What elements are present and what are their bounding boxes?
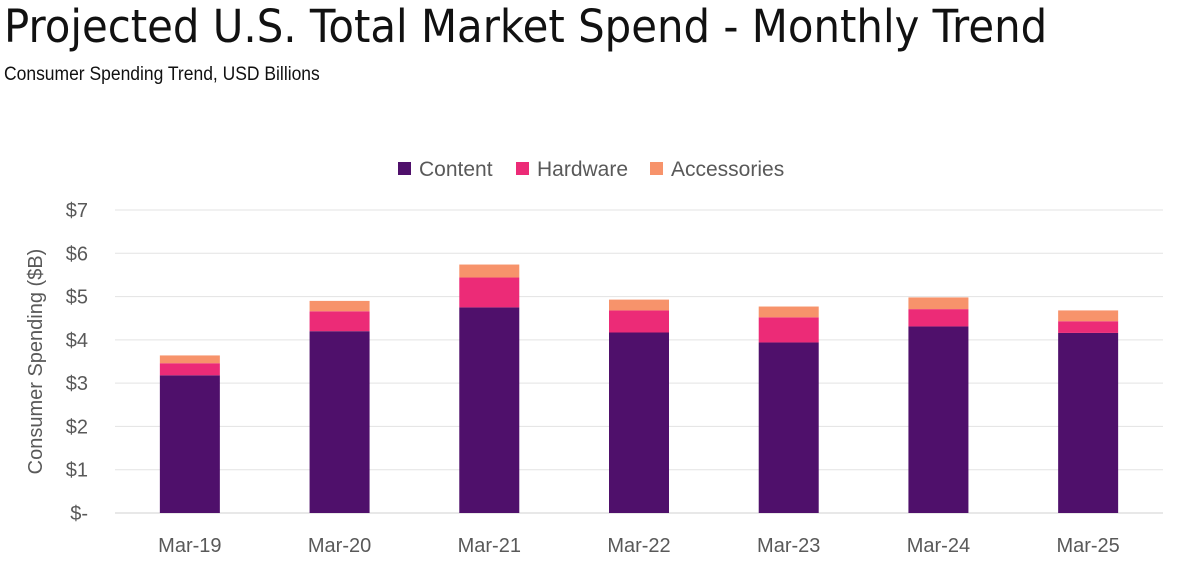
legend-swatch [398,162,411,175]
bar-accessories-mar-21 [459,264,520,278]
bar-content-mar-25 [1058,332,1119,513]
bar-accessories-mar-22 [609,299,669,311]
y-tick-label: $- [70,503,88,525]
bar-hardware-mar-22 [609,310,669,333]
y-tick-label: $6 [66,243,88,265]
bar-hardware-mar-25 [1058,321,1119,333]
bar-accessories-mar-24 [908,297,969,310]
legend-swatch [516,162,529,175]
bar-content-mar-20 [309,331,370,513]
x-tick-label: Mar-22 [607,535,670,557]
legend-label: Hardware [537,158,628,181]
legend-label: Content [419,158,493,181]
x-tick-label: Mar-23 [757,535,820,557]
legend-swatch [650,162,663,175]
x-tick-label: Mar-19 [158,535,221,557]
y-tick-label: $2 [66,416,88,438]
bar-content-mar-22 [609,332,669,513]
x-tick-label: Mar-20 [308,535,371,557]
y-tick-label: $3 [66,373,88,395]
y-tick-label: $4 [66,330,88,352]
bar-hardware-mar-23 [758,317,819,343]
x-tick-label: Mar-21 [458,535,521,557]
bar-content-mar-23 [758,342,819,513]
x-tick-label: Mar-24 [907,535,970,557]
y-tick-label: $7 [66,200,88,222]
page-title: Projected U.S. Total Market Spend - Mont… [4,0,1048,53]
x-tick-label: Mar-25 [1056,535,1119,557]
bar-content-mar-24 [908,326,969,513]
y-tick-label: $1 [66,460,88,482]
bar-content-mar-21 [459,307,520,513]
bar-accessories-mar-25 [1058,310,1119,322]
y-tick-label: $5 [66,287,88,309]
y-axis-label: Consumer Spending ($B) [25,249,47,475]
bar-hardware-mar-19 [159,363,220,376]
bar-accessories-mar-23 [758,306,819,318]
bar-hardware-mar-21 [459,277,520,308]
bar-accessories-mar-20 [309,300,370,312]
bar-hardware-mar-20 [309,311,370,332]
bar-hardware-mar-24 [908,309,969,327]
bar-accessories-mar-19 [159,355,220,364]
legend-label: Accessories [671,158,784,181]
bar-content-mar-19 [159,375,220,513]
page-subtitle: Consumer Spending Trend, USD Billions [4,64,320,85]
